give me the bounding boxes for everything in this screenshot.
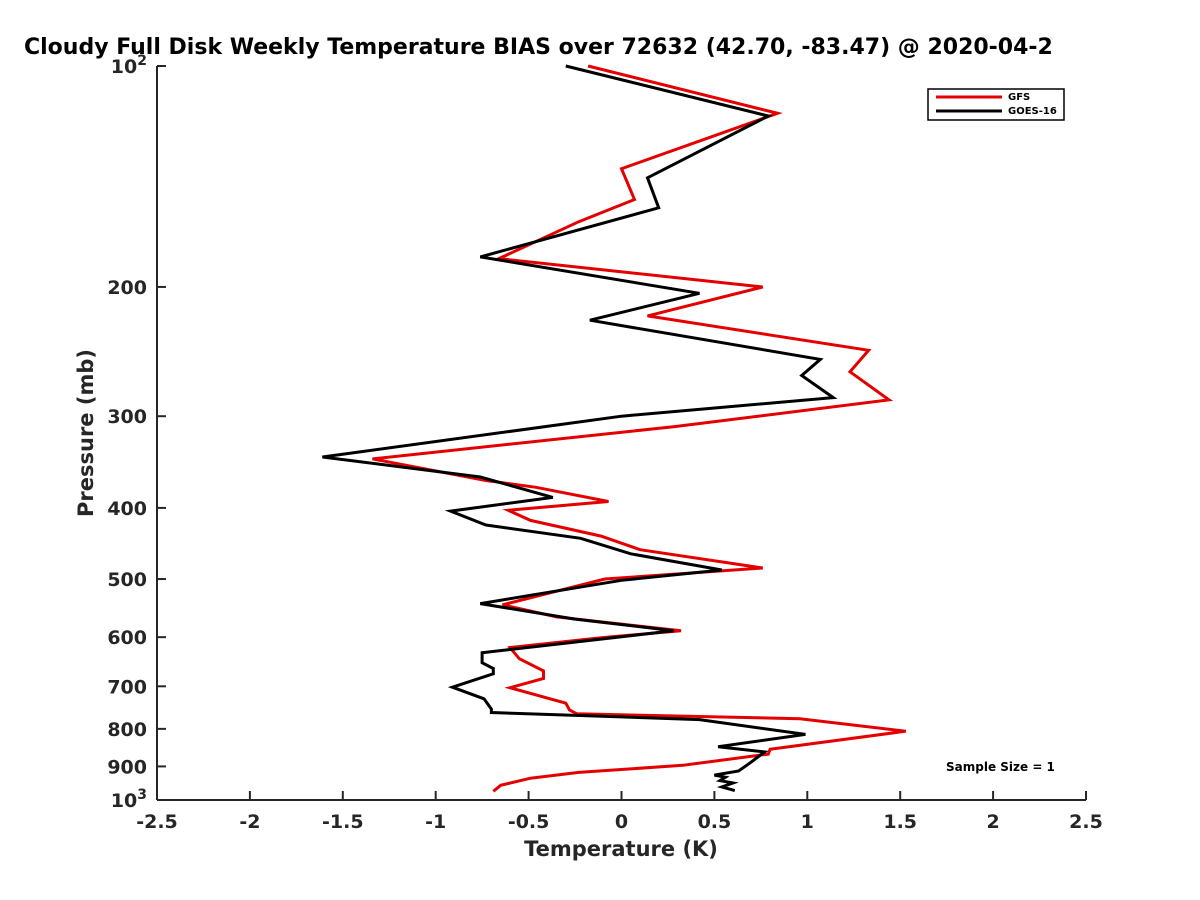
x-tick-label: -1.5 [322,811,364,833]
y-tick-label: 103 [111,787,147,812]
chart-title: Cloudy Full Disk Weekly Temperature BIAS… [24,35,1053,60]
x-tick-label: 2.5 [1069,811,1103,833]
legend-label-gfs: GFS [1008,92,1030,103]
y-tick-label: 102 [111,53,147,78]
y-tick-label: 400 [107,498,147,520]
legend: GFS GOES-16 [927,88,1065,121]
x-tick-label: 2 [986,811,999,833]
y-tick-label: 500 [107,569,147,591]
x-tick-label: 0 [615,811,628,833]
legend-label-goes16: GOES-16 [1008,106,1057,117]
y-tick-label: 900 [107,756,147,778]
x-tick-label: 1 [801,811,814,833]
y-tick-label: 700 [107,676,147,698]
series-line-gfs [372,64,906,793]
x-axis-label: Temperature (K) [524,837,718,861]
series-line-goes16 [322,64,838,793]
legend-box [927,88,1065,121]
y-tick-label: 300 [107,406,147,428]
y-tick-label: 600 [107,627,147,649]
x-tick-label: -2 [239,811,260,833]
sample-size-annotation: Sample Size = 1 [946,760,1055,774]
y-ticks: 102 200 300 400 500 600 700 800 900 103 [107,53,166,812]
x-tick-label: -0.5 [508,811,550,833]
x-tick-label: -2.5 [136,811,178,833]
y-tick-label: 800 [107,719,147,741]
x-tick-label: 0.5 [698,811,732,833]
series-layer [322,64,906,793]
x-tick-label: 1.5 [883,811,917,833]
y-axis-label: Pressure (mb) [74,349,98,517]
y-tick-label: 200 [107,277,147,299]
x-ticks: -2.5 -2 -1.5 -1 -0.5 0 0.5 1 1.5 2 2.5 [136,791,1103,833]
x-tick-label: -1 [425,811,446,833]
